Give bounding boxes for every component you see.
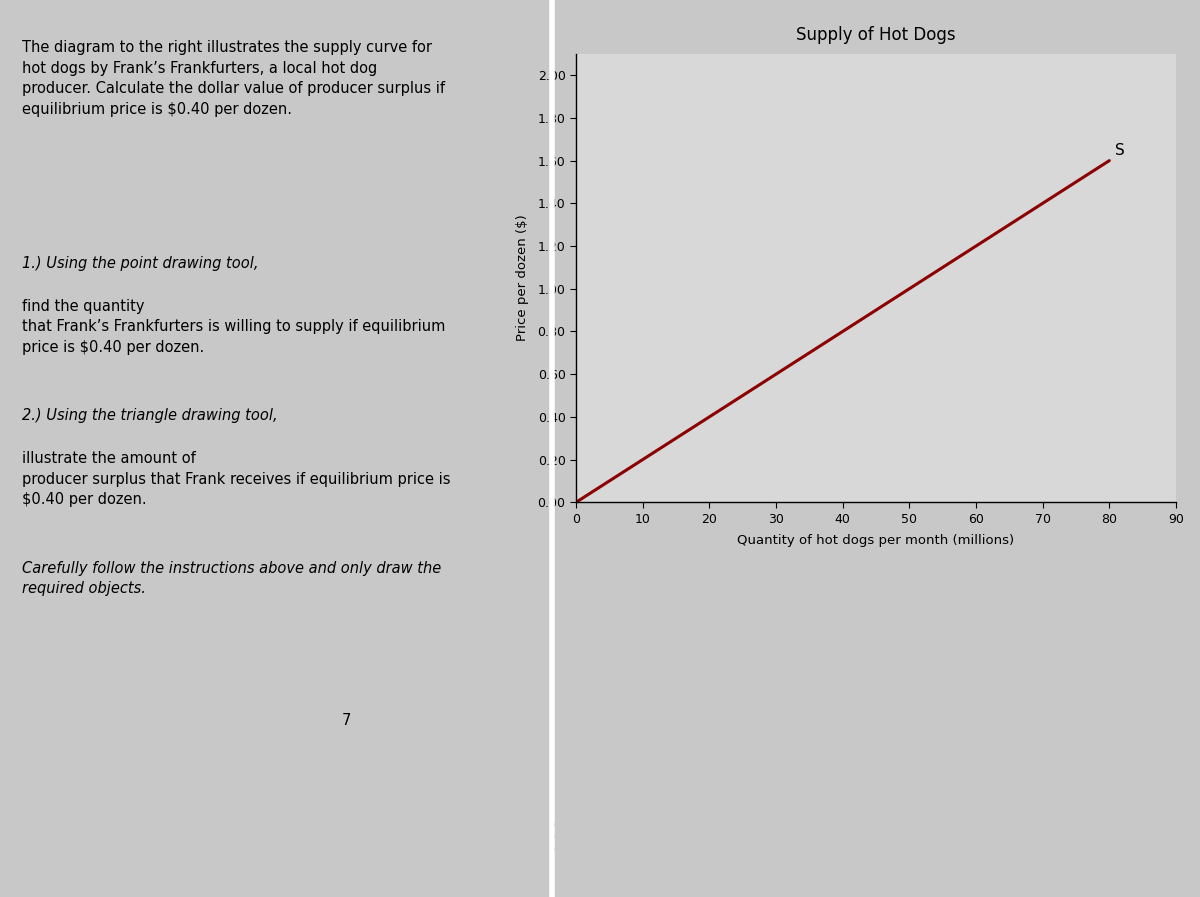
Text: The diagram to the right illustrates the supply curve for
hot dogs by Frank’s Fr: The diagram to the right illustrates the… [22,40,445,117]
X-axis label: Quantity of hot dogs per month (millions): Quantity of hot dogs per month (millions… [738,534,1014,547]
Text: find the quantity
that Frank’s Frankfurters is willing to supply if equilibrium
: find the quantity that Frank’s Frankfurt… [22,299,445,354]
Text: Carefully follow the instructions above and only draw the
required objects.: Carefully follow the instructions above … [22,561,442,596]
Text: 2.) Using the triangle drawing tool,: 2.) Using the triangle drawing tool, [22,408,277,423]
Title: Supply of Hot Dogs: Supply of Hot Dogs [796,26,956,44]
Text: illustrate the amount of
producer surplus that Frank receives if equilibrium pri: illustrate the amount of producer surplu… [22,451,450,507]
Text: 1.) Using the point drawing tool,: 1.) Using the point drawing tool, [22,256,258,271]
Text: 7: 7 [342,713,352,728]
Text: S: S [1115,144,1124,159]
Y-axis label: Price per dozen ($): Price per dozen ($) [516,214,529,342]
